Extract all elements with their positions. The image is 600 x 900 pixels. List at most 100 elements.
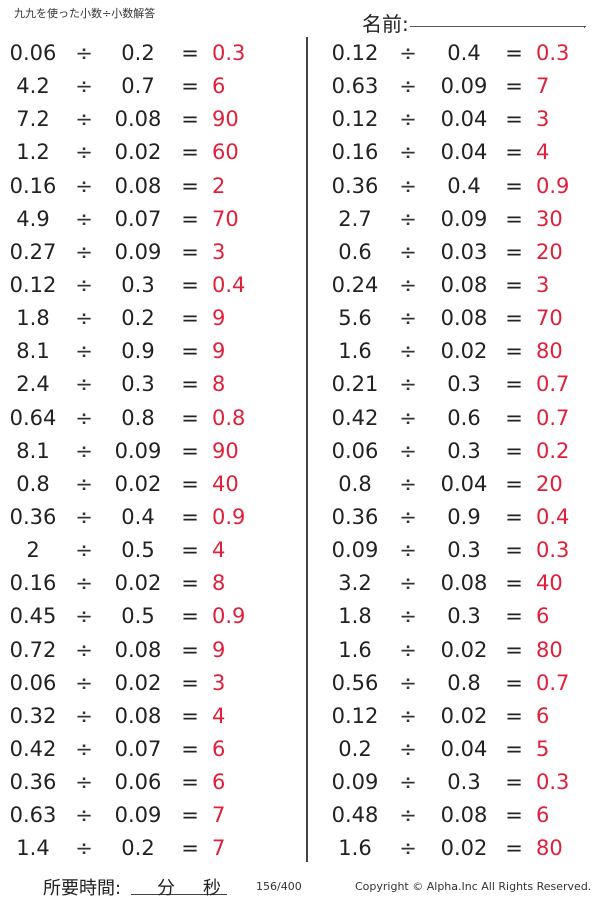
divisor: 0.3 <box>447 770 481 795</box>
divisor: 0.02 <box>114 140 162 165</box>
answer: 0.3 <box>536 41 570 65</box>
problem-row: 0.16 ÷ 0.08 = 2 <box>0 170 300 203</box>
problem-row: 0.2 ÷ 0.04 = 5 <box>322 733 600 766</box>
answer: 2 <box>212 173 226 198</box>
answer: 3 <box>536 107 550 132</box>
equals-sign: = <box>181 703 199 728</box>
division-sign: ÷ <box>399 670 417 695</box>
problem-row: 2.4 ÷ 0.3 = 8 <box>0 368 300 401</box>
answer: 9 <box>212 306 226 331</box>
answer: 4 <box>212 538 226 563</box>
problem-row: 0.6 ÷ 0.03 = 20 <box>322 236 600 269</box>
answer: 20 <box>536 471 563 496</box>
answer: 0.3 <box>536 770 570 795</box>
equals-sign: = <box>505 173 523 198</box>
name-blank-line <box>410 26 586 27</box>
divisor: 0.04 <box>440 736 488 761</box>
problem-row: 2 ÷ 0.5 = 4 <box>0 534 300 567</box>
dividend: 3.2 <box>338 571 372 596</box>
answer: 0.3 <box>536 538 570 563</box>
answer: 8 <box>212 571 226 596</box>
equals-sign: = <box>181 306 199 331</box>
dividend: 0.45 <box>9 604 57 629</box>
problem-row: 7.2 ÷ 0.08 = 90 <box>0 103 300 136</box>
answer: 7 <box>536 74 550 99</box>
division-sign: ÷ <box>75 173 93 198</box>
problem-row: 1.8 ÷ 0.2 = 9 <box>0 302 300 335</box>
answer: 20 <box>536 239 563 264</box>
answer: 8 <box>212 372 226 397</box>
answer: 3 <box>536 272 550 297</box>
dividend: 1.8 <box>338 604 372 629</box>
answer: 0.7 <box>536 670 570 695</box>
answer: 9 <box>212 637 226 662</box>
division-sign: ÷ <box>399 339 417 364</box>
divisor: 0.02 <box>440 637 488 662</box>
dividend: 7.2 <box>16 107 50 132</box>
equals-sign: = <box>505 504 523 529</box>
answer: 40 <box>536 571 563 596</box>
divisor: 0.02 <box>440 703 488 728</box>
dividend: 1.4 <box>16 836 50 861</box>
problem-row: 0.16 ÷ 0.02 = 8 <box>0 567 300 600</box>
dividend: 0.2 <box>338 736 372 761</box>
equals-sign: = <box>505 538 523 563</box>
equals-sign: = <box>505 272 523 297</box>
divisor: 0.08 <box>440 306 488 331</box>
divisor: 0.02 <box>440 836 488 861</box>
copyright-notice: Copyright © Alpha.Inc All Rights Reserve… <box>355 880 592 893</box>
equals-sign: = <box>505 306 523 331</box>
division-sign: ÷ <box>399 41 417 65</box>
answer: 30 <box>536 206 563 231</box>
dividend: 0.24 <box>331 272 379 297</box>
dividend: 0.36 <box>9 770 57 795</box>
equals-sign: = <box>181 604 199 629</box>
problem-row: 4.2 ÷ 0.7 = 6 <box>0 70 300 103</box>
answer: 80 <box>536 637 563 662</box>
equals-sign: = <box>181 74 199 99</box>
dividend: 0.06 <box>331 438 379 463</box>
dividend: 0.09 <box>331 538 379 563</box>
divisor: 0.02 <box>114 670 162 695</box>
answer: 6 <box>212 74 226 99</box>
answer: 6 <box>536 803 550 828</box>
divisor: 0.9 <box>121 339 155 364</box>
dividend: 0.63 <box>9 803 57 828</box>
dividend: 0.21 <box>331 372 379 397</box>
equals-sign: = <box>181 538 199 563</box>
divisor: 0.3 <box>447 604 481 629</box>
division-sign: ÷ <box>75 836 93 861</box>
equals-sign: = <box>181 504 199 529</box>
divisor: 0.3 <box>121 372 155 397</box>
dividend: 0.36 <box>9 504 57 529</box>
division-sign: ÷ <box>399 372 417 397</box>
divisor: 0.04 <box>440 471 488 496</box>
division-sign: ÷ <box>75 770 93 795</box>
divisor: 0.06 <box>114 770 162 795</box>
division-sign: ÷ <box>75 571 93 596</box>
divisor: 0.08 <box>114 107 162 132</box>
problem-row: 0.12 ÷ 0.4 = 0.3 <box>322 37 600 70</box>
equals-sign: = <box>505 438 523 463</box>
answer: 70 <box>536 306 563 331</box>
divisor: 0.9 <box>447 504 481 529</box>
equals-sign: = <box>181 803 199 828</box>
dividend: 0.12 <box>331 703 379 728</box>
dividend: 0.32 <box>9 703 57 728</box>
problem-row: 0.12 ÷ 0.02 = 6 <box>322 700 600 733</box>
problem-row: 0.8 ÷ 0.04 = 20 <box>322 468 600 501</box>
seconds-label: 秒 <box>203 878 221 899</box>
divisor: 0.3 <box>447 538 481 563</box>
problem-row: 2.7 ÷ 0.09 = 30 <box>322 203 600 236</box>
problem-row: 1.2 ÷ 0.02 = 60 <box>0 136 300 169</box>
division-sign: ÷ <box>75 107 93 132</box>
worksheet-title: 九九を使った小数÷小数解答 <box>14 7 156 20</box>
problem-row: 1.6 ÷ 0.02 = 80 <box>322 335 600 368</box>
equals-sign: = <box>505 471 523 496</box>
equals-sign: = <box>505 770 523 795</box>
divisor: 0.09 <box>114 803 162 828</box>
divisor: 0.04 <box>440 140 488 165</box>
answer: 6 <box>536 604 550 629</box>
division-sign: ÷ <box>75 272 93 297</box>
dividend: 5.6 <box>338 306 372 331</box>
